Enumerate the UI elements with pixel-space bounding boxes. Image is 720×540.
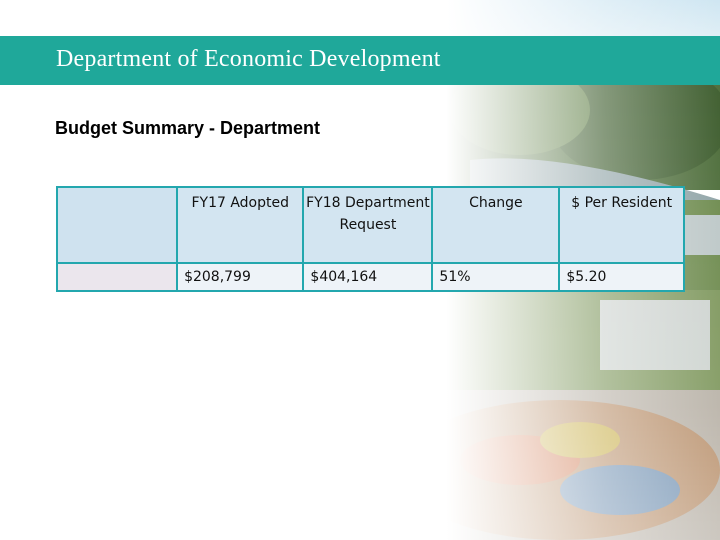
cell-fy17-adopted: $208,799 (176, 262, 305, 292)
header-per-resident: $ Per Resident (558, 186, 685, 264)
header-cell-blank (55, 186, 179, 264)
cell-change: 51% (431, 262, 561, 292)
header-fy17-adopted: FY17 Adopted (176, 186, 305, 264)
header-change: Change (431, 186, 561, 264)
row-label-cell (55, 262, 179, 292)
budget-summary-table: FY17 Adopted FY18 Department Request Cha… (55, 186, 685, 292)
title-bar: Department of Economic Development (0, 36, 720, 85)
cell-fy18-request: $404,164 (302, 262, 434, 292)
table-row: $208,799 $404,164 51% $5.20 (55, 262, 685, 292)
slide-subtitle: Budget Summary - Department (55, 118, 321, 138)
slide-title: Department of Economic Development (56, 46, 441, 72)
table-header-row: FY17 Adopted FY18 Department Request Cha… (55, 186, 685, 264)
header-fy18-request: FY18 Department Request (302, 186, 434, 264)
cell-per-resident: $5.20 (558, 262, 685, 292)
